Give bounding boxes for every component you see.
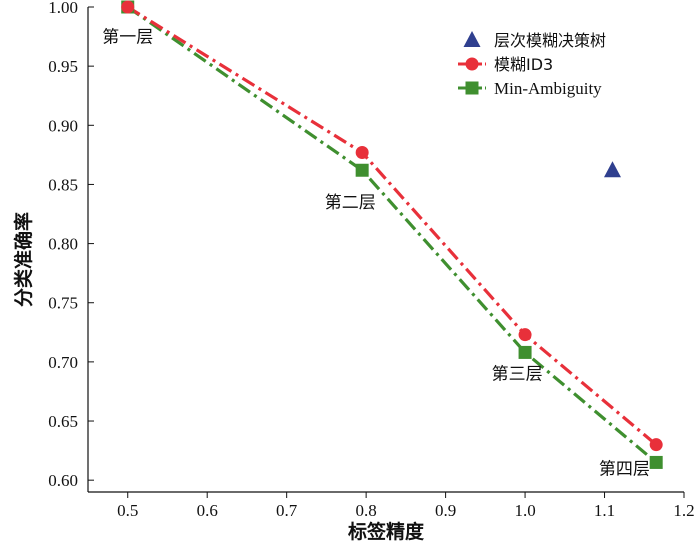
y-tick-label: 0.95 xyxy=(48,57,78,76)
y-tick-label: 1.00 xyxy=(48,0,78,17)
x-tick-label: 0.5 xyxy=(117,501,138,520)
x-tick-label: 0.7 xyxy=(276,501,298,520)
series-line-2 xyxy=(126,5,658,464)
layer-annotation: 第三层 xyxy=(492,365,543,385)
y-tick-label: 0.90 xyxy=(48,116,78,135)
y-tick-label: 0.85 xyxy=(48,175,78,194)
y-tick-label: 0.65 xyxy=(48,412,78,431)
series-2-point xyxy=(649,455,663,469)
legend-label-2: Min-Ambiguity xyxy=(494,79,602,98)
legend-label-0: 层次模糊决策树 xyxy=(494,31,606,50)
series-line-1 xyxy=(126,5,658,446)
series-1-point xyxy=(121,0,135,14)
legend-marker-0 xyxy=(463,31,481,47)
x-tick-label: 1.0 xyxy=(514,501,535,520)
x-tick-label: 1.2 xyxy=(673,501,694,520)
series-2-point xyxy=(518,345,532,359)
x-tick-label: 0.6 xyxy=(197,501,218,520)
y-axis-title: 分类准确率 xyxy=(12,212,35,307)
layer-annotation: 第一层 xyxy=(102,27,153,47)
series-2-point xyxy=(355,163,369,177)
series-1-point xyxy=(518,328,532,342)
series-1-point xyxy=(649,438,663,452)
legend-label-1: 模糊ID3 xyxy=(494,55,553,74)
x-tick-label: 0.8 xyxy=(356,501,377,520)
y-tick-label: 0.70 xyxy=(48,353,78,372)
x-tick-label: 1.1 xyxy=(594,501,615,520)
layer-annotation: 第四层 xyxy=(599,459,650,479)
legend-marker-1 xyxy=(465,57,479,71)
y-tick-label: 0.75 xyxy=(48,294,78,313)
x-tick-label: 0.9 xyxy=(435,501,456,520)
series-1-point xyxy=(355,146,369,159)
x-axis-title: 标签精度 xyxy=(348,520,425,543)
y-tick-label: 0.80 xyxy=(48,235,78,254)
layer-annotation: 第二层 xyxy=(325,193,376,213)
series-0-point xyxy=(603,161,621,178)
y-tick-label: 0.60 xyxy=(48,471,78,490)
legend-marker-2 xyxy=(465,81,479,95)
